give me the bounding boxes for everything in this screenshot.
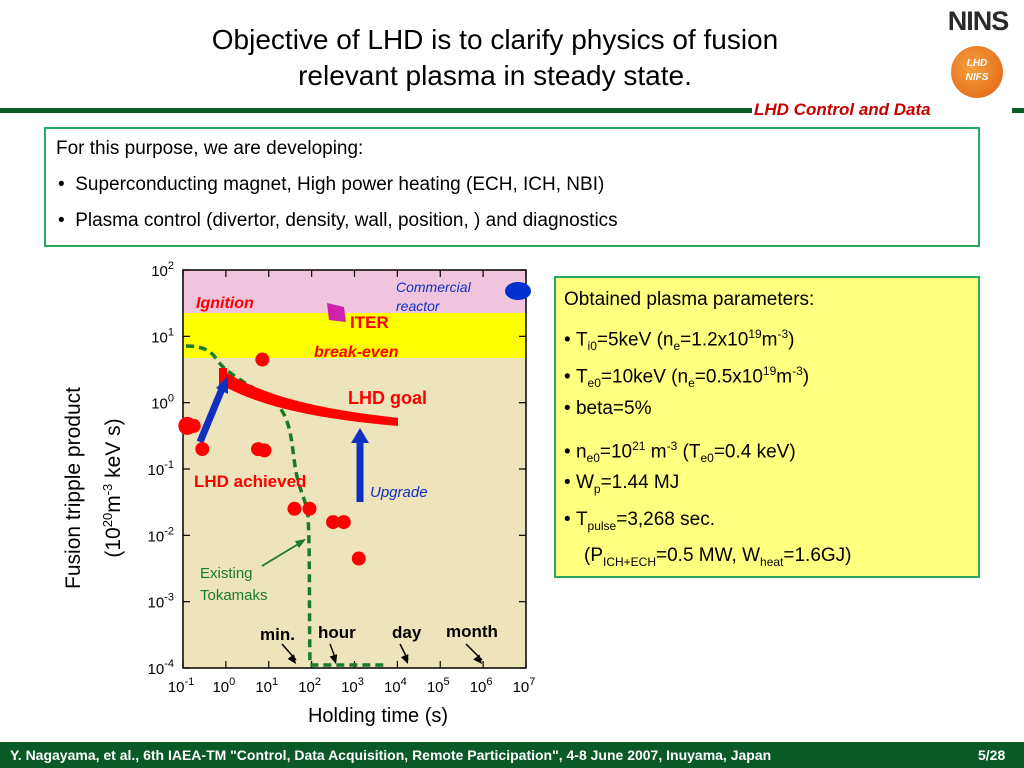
breakeven-label: break-even — [314, 344, 399, 361]
x-tick-label: 107 — [513, 676, 536, 696]
upgrade-arrows — [196, 376, 369, 502]
purpose-intro: For this purpose, we are developing: — [56, 138, 364, 159]
fusion-triple-product-chart: 102 101 100 10-1 10-2 10-3 10-4 10-1 100 101 102 1… — [0, 260, 560, 730]
y-tick-label: 102 — [151, 260, 174, 280]
x-tick-label: 10-1 — [168, 676, 194, 696]
param-wp: • Wp=1.44 MJ — [564, 472, 680, 496]
footer-citation: Y. Nagayama, et al., 6th IAEA-TM "Contro… — [10, 747, 772, 763]
header-bar-left — [0, 108, 752, 113]
time-marker-arrow-head — [287, 654, 296, 664]
lhd-achieved-point — [302, 501, 317, 516]
lhd-nifs-emblem: LHD NIFS — [951, 46, 1003, 98]
purpose-bullet-2: • Plasma control (divertor, density, wal… — [58, 210, 618, 231]
x-tick-labels: 10-1 100 101 102 103 104 105 106 107 — [168, 676, 536, 696]
purpose-bullet-1-text: Superconducting magnet, High power heati… — [75, 174, 605, 195]
y-tick-labels: 102 101 100 10-1 10-2 10-3 10-4 — [148, 260, 174, 678]
header-bar-right — [1012, 108, 1024, 113]
y-tick-label: 101 — [151, 326, 174, 346]
y-tick-label: 10-4 — [148, 658, 174, 678]
existing-tokamaks-label-2: Tokamaks — [200, 587, 268, 604]
iter-label: ITER — [350, 313, 389, 332]
purpose-bullet-1: • Superconducting magnet, High power hea… — [58, 174, 605, 195]
day-label: day — [392, 623, 422, 642]
y-axis-label-line-2: (1020m-3 keV s) — [100, 418, 125, 557]
tokamaks-pointer-head — [295, 539, 306, 548]
params-heading: Obtained plasma parameters: — [564, 289, 815, 310]
lhd-goal-start-marker — [219, 368, 227, 388]
title-line-2: relevant plasma in steady state. — [298, 60, 692, 91]
time-marker-arrow-head — [473, 654, 482, 664]
lhd-achieved-point — [351, 551, 366, 566]
lhd-achieved-point — [257, 443, 272, 458]
x-tick-label: 103 — [341, 676, 364, 696]
x-tick-label: 101 — [255, 676, 278, 696]
existing-tokamaks-boundary — [185, 344, 388, 667]
x-tick-label: 105 — [427, 676, 450, 696]
iter-marker — [327, 303, 346, 322]
existing-tokamaks-label-1: Existing — [200, 565, 253, 582]
commercial-reactor-label-1: Commercial — [396, 279, 472, 295]
upgrade-arrow-diagonal-head — [216, 376, 228, 394]
purpose-bullet-2-text: Plasma control (divertor, density, wall,… — [75, 210, 618, 231]
emblem-line-1: LHD — [966, 58, 988, 69]
section-label: LHD Control and Data — [754, 100, 931, 119]
param-power: (PICH+ECH=0.5 MW, Wheat=1.6GJ) — [584, 545, 852, 569]
slide-footer: Y. Nagayama, et al., 6th IAEA-TM "Contro… — [0, 742, 1024, 768]
lhd-achieved-point — [255, 352, 270, 367]
param-ti0: • Ti0=5keV (ne=1.2x1019m-3) — [564, 327, 795, 354]
x-tick-label: 104 — [384, 676, 407, 696]
y-tick-label: 10-2 — [148, 525, 174, 545]
ignition-label: Ignition — [196, 295, 254, 312]
y-tick-label: 10-3 — [148, 592, 174, 612]
x-tick-label: 100 — [212, 676, 235, 696]
breakeven-region — [183, 313, 526, 358]
lhd-achieved-points — [178, 352, 366, 566]
lhd-achieved-label: LHD achieved — [194, 472, 306, 491]
x-axis-label: Holding time (s) — [308, 705, 448, 727]
time-marker-arrow-head — [400, 654, 409, 664]
param-te0: • Te0=10keV (ne=0.5x1019m-3) — [564, 364, 810, 391]
nins-logo: NINS LHD NIFS — [938, 4, 1018, 104]
emblem-line-2: NIFS — [965, 72, 989, 83]
x-tick-label: 106 — [470, 676, 493, 696]
upgrade-arrow-vertical-head — [351, 428, 369, 443]
param-beta: • beta=5% — [564, 398, 652, 419]
param-ne0: • ne0=1021 m-3 (Te0=0.4 keV) — [564, 439, 796, 466]
lhd-achieved-point — [336, 515, 351, 530]
header-divider — [0, 108, 1024, 116]
slide-title: Objective of LHD is to clarify physics o… — [0, 22, 990, 94]
ignition-region — [183, 270, 526, 313]
plasma-parameters-box: Obtained plasma parameters: • Ti0=5keV (… — [554, 276, 980, 578]
upgrade-arrow-diagonal-shaft — [196, 382, 228, 444]
purpose-box: For this purpose, we are developing: • S… — [44, 127, 980, 247]
lhd-achieved-point — [326, 515, 341, 530]
lhd-achieved-point — [287, 501, 302, 516]
tokamaks-pointer-arrow — [261, 539, 306, 567]
tokamaks-pointer-shaft — [261, 542, 301, 567]
min-label: min. — [260, 625, 295, 644]
month-label: month — [446, 622, 498, 641]
time-marker-arrows — [281, 643, 483, 664]
page-number: 5/28 — [978, 747, 1006, 763]
param-tpulse: • Tpulse=3,268 sec. — [564, 509, 716, 533]
y-tick-label: 100 — [151, 393, 174, 413]
lhd-achieved-point — [186, 418, 201, 433]
commercial-reactor-label-2: reactor — [396, 298, 441, 314]
title-line-1: Objective of LHD is to clarify physics o… — [211, 24, 779, 55]
y-axis-label-line-1: Fusion tripple product — [62, 387, 85, 589]
lhd-achieved-point — [195, 442, 210, 457]
x-tick-label: 102 — [298, 676, 321, 696]
y-axis-label: Fusion tripple product (1020m-3 keV s) — [62, 387, 125, 589]
commercial-reactor-marker — [505, 282, 531, 300]
hour-label: hour — [318, 623, 356, 642]
upgrade-label: Upgrade — [370, 484, 428, 501]
y-tick-label: 10-1 — [148, 459, 174, 479]
lhd-goal-band — [220, 370, 398, 426]
lhd-goal-label: LHD goal — [348, 388, 427, 408]
time-marker-arrow-head — [329, 654, 338, 664]
logo-text: NINS — [947, 6, 1010, 36]
